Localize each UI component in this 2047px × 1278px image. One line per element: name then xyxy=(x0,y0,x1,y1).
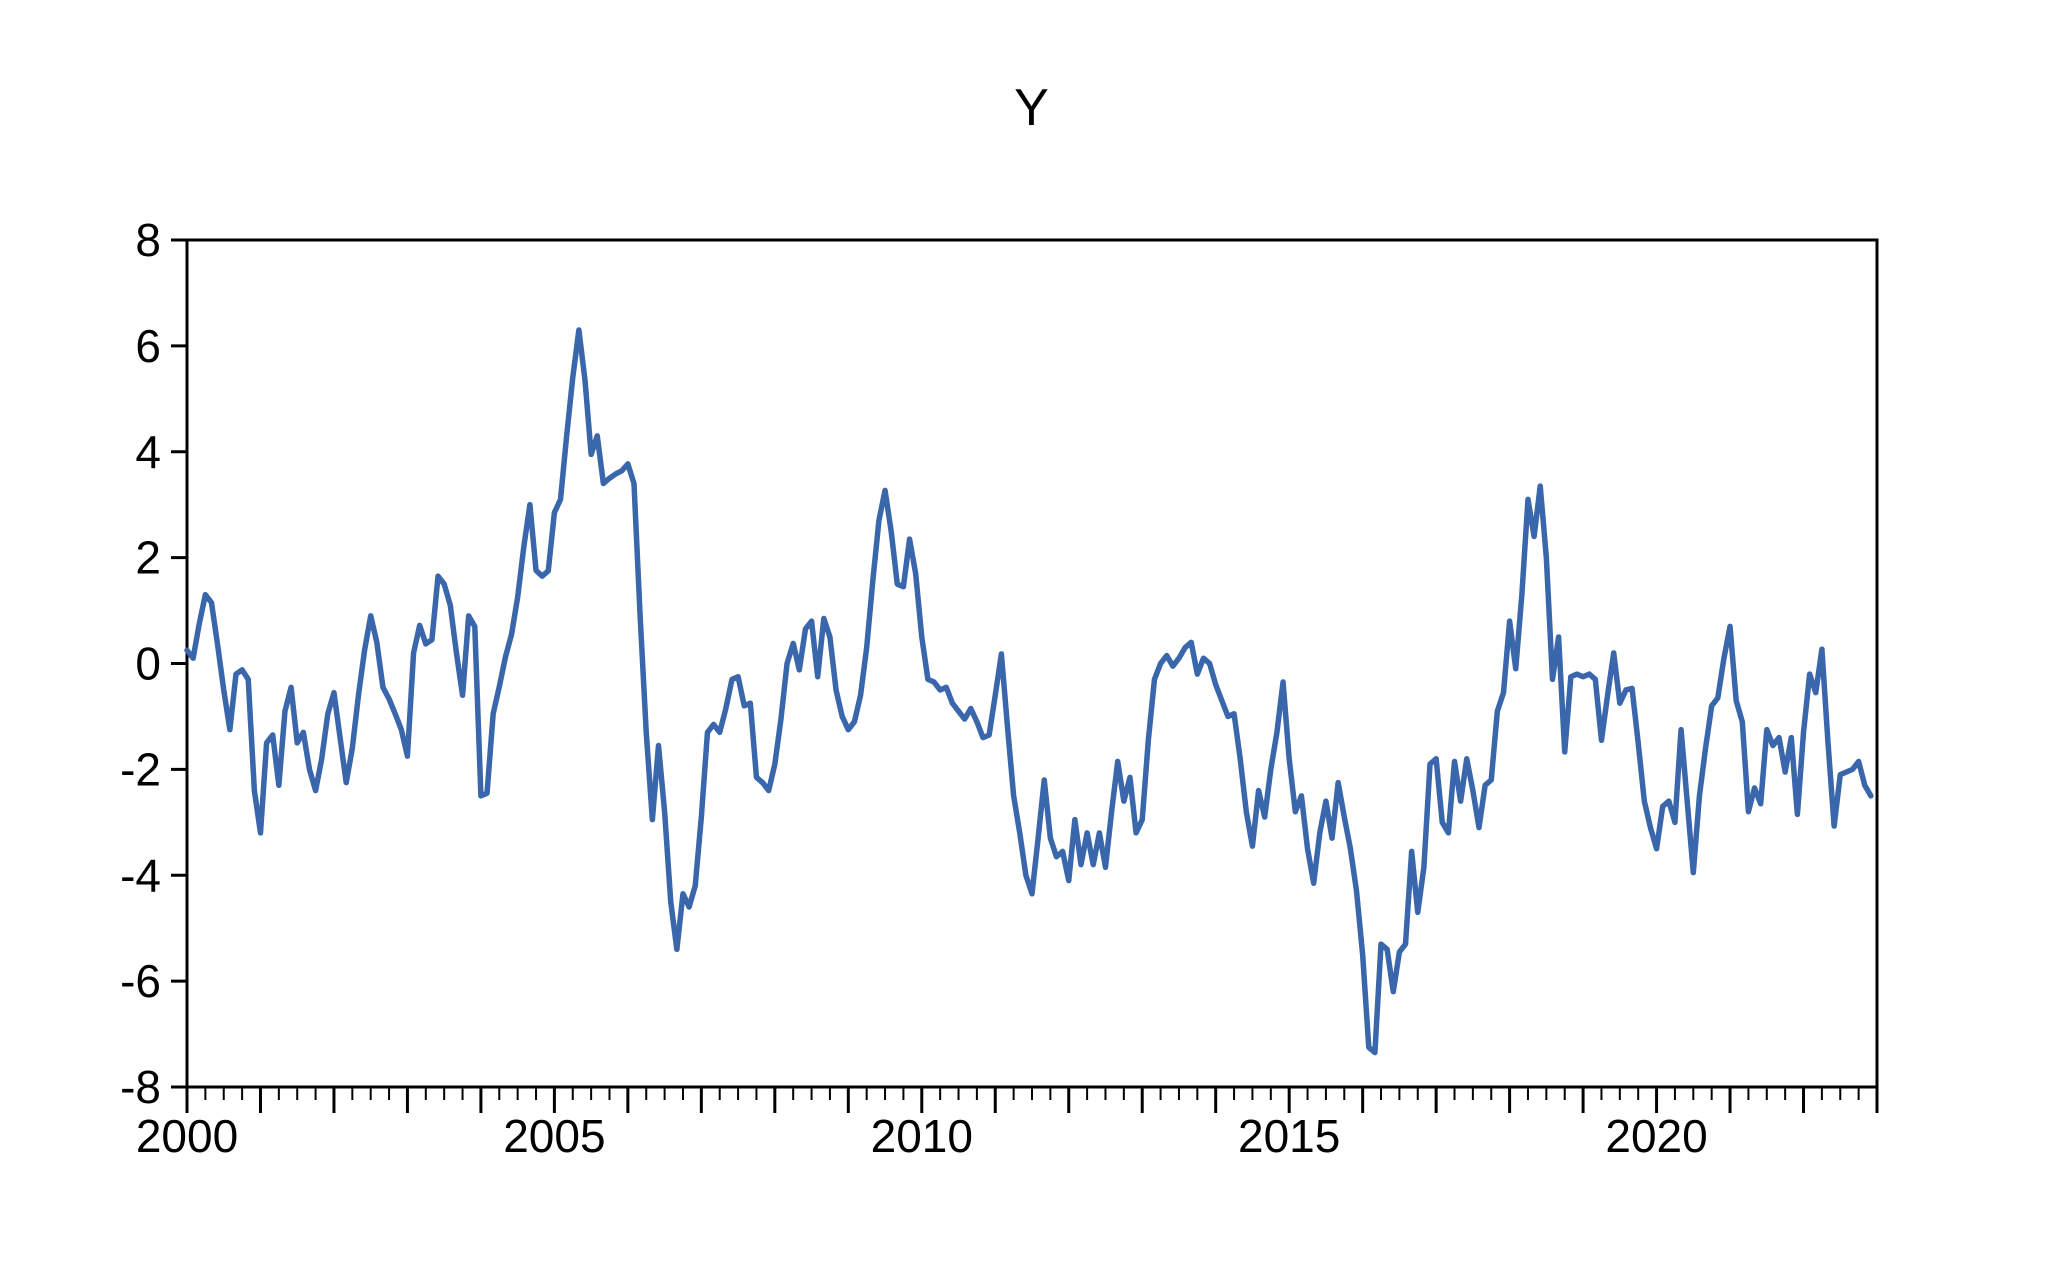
x-axis-tick-label: 2020 xyxy=(1605,1110,1707,1162)
data-line-Y xyxy=(184,327,1874,1056)
y-axis-tick-label: -4 xyxy=(120,849,161,901)
y-axis-tick-label: -6 xyxy=(120,955,161,1007)
y-axis-tick-label: -8 xyxy=(120,1061,161,1113)
x-axis-tick-label: 2000 xyxy=(136,1110,238,1162)
y-axis-tick-label: 0 xyxy=(135,638,161,690)
y-axis-tick-label: -2 xyxy=(120,743,161,795)
x-axis-tick-label: 2015 xyxy=(1238,1110,1340,1162)
x-axis-tick-label: 2005 xyxy=(503,1110,605,1162)
y-axis-tick-label: 6 xyxy=(135,320,161,372)
y-axis-tick-label: 8 xyxy=(135,214,161,266)
y-axis: 8 6 4 2 0 -2 -4 -6 -8 xyxy=(120,214,187,1113)
x-axis-tick-label: 2010 xyxy=(871,1110,973,1162)
plot-frame xyxy=(185,238,1879,1089)
x-axis: 2000 2005 2010 2015 2020 xyxy=(136,1087,1879,1162)
y-axis-tick-label: 2 xyxy=(135,532,161,584)
chart-title: Y xyxy=(1014,79,1050,137)
y-axis-tick-label: 4 xyxy=(135,426,161,478)
